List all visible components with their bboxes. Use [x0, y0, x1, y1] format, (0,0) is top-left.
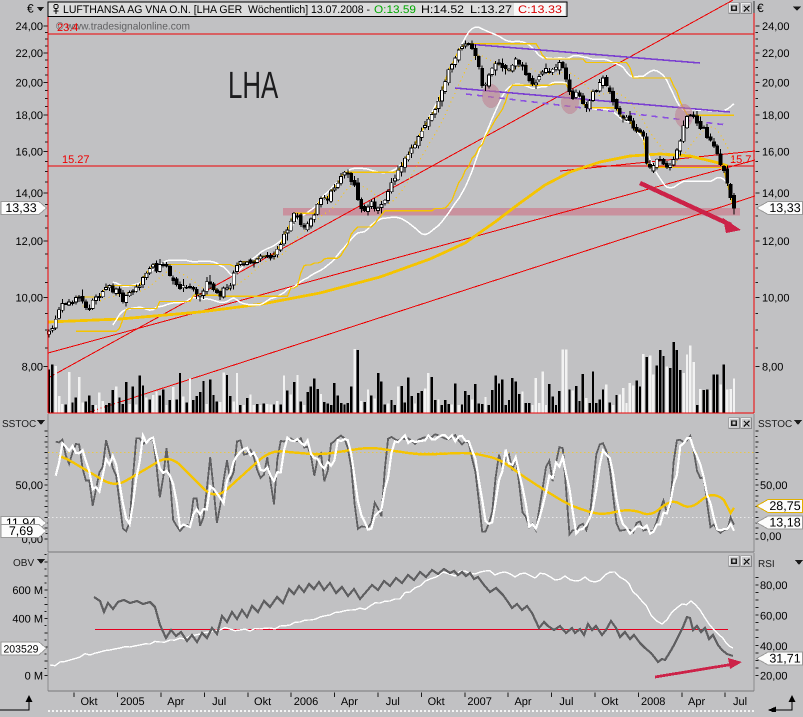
- svg-text:SSTOC: SSTOC: [758, 419, 792, 430]
- svg-text:18,00: 18,00: [15, 110, 43, 122]
- svg-text:2005: 2005: [120, 696, 144, 708]
- svg-text:© www.tradesignalonline.com: © www.tradesignalonline.com: [56, 21, 190, 33]
- svg-text:14,00: 14,00: [762, 188, 790, 200]
- svg-text:Okt: Okt: [601, 696, 618, 708]
- svg-text:2008: 2008: [641, 696, 665, 708]
- svg-text:2006: 2006: [294, 696, 318, 708]
- svg-text:24,00: 24,00: [762, 21, 790, 33]
- svg-text:Jul: Jul: [559, 696, 573, 708]
- svg-text:Apr: Apr: [514, 696, 531, 708]
- svg-text:Jul: Jul: [386, 696, 400, 708]
- svg-text:203529: 203529: [3, 644, 38, 656]
- svg-text:13,18: 13,18: [769, 516, 800, 530]
- svg-text:Okt: Okt: [254, 696, 271, 708]
- svg-text:12,00: 12,00: [762, 236, 790, 248]
- svg-text:Apr: Apr: [341, 696, 358, 708]
- svg-text:O:13.59: O:13.59: [374, 4, 416, 16]
- svg-text:7,69: 7,69: [9, 524, 33, 538]
- svg-text:€: €: [27, 2, 34, 16]
- svg-text:0,00: 0,00: [760, 531, 781, 543]
- svg-text:14,00: 14,00: [15, 188, 43, 200]
- svg-text:15.7: 15.7: [730, 154, 751, 166]
- svg-text:Apr: Apr: [688, 696, 705, 708]
- svg-text:12,00: 12,00: [15, 236, 43, 248]
- svg-text:10,00: 10,00: [15, 292, 43, 304]
- svg-text:€: €: [757, 1, 764, 15]
- svg-text:400 M: 400 M: [12, 614, 43, 626]
- svg-text:24,00: 24,00: [15, 21, 43, 33]
- svg-text:600 M: 600 M: [12, 585, 43, 597]
- svg-text:10,00: 10,00: [762, 292, 790, 304]
- svg-text:0 M: 0 M: [25, 670, 43, 682]
- svg-text:60,00: 60,00: [760, 611, 788, 623]
- svg-text:50,00: 50,00: [760, 480, 788, 492]
- svg-text:8,00: 8,00: [22, 362, 43, 374]
- svg-text:Apr: Apr: [167, 696, 184, 708]
- svg-text:28,75: 28,75: [769, 499, 800, 513]
- svg-text:SSTOC: SSTOC: [2, 419, 36, 430]
- svg-text:Jul: Jul: [733, 696, 747, 708]
- svg-text:H:14.52: H:14.52: [421, 4, 464, 16]
- svg-text:23.4: 23.4: [57, 22, 78, 34]
- svg-text:20,00: 20,00: [760, 670, 788, 682]
- svg-text:16,00: 16,00: [762, 147, 790, 159]
- svg-text:OBV: OBV: [13, 558, 34, 569]
- svg-text:22,00: 22,00: [15, 48, 43, 60]
- svg-text:Okt: Okt: [80, 696, 97, 708]
- svg-text:L:13.27: L:13.27: [470, 4, 512, 16]
- svg-text:8,00: 8,00: [762, 362, 783, 374]
- svg-text:Jul: Jul: [212, 696, 226, 708]
- svg-text:20,00: 20,00: [762, 78, 790, 90]
- svg-text:Okt: Okt: [428, 696, 445, 708]
- svg-text:15.27: 15.27: [62, 154, 90, 166]
- svg-text:18,00: 18,00: [762, 110, 790, 122]
- svg-text:22,00: 22,00: [762, 48, 790, 60]
- svg-text:20,00: 20,00: [15, 78, 43, 90]
- svg-text:C:13.33: C:13.33: [518, 4, 562, 16]
- svg-text:80,00: 80,00: [760, 580, 788, 592]
- svg-text:LUFTHANSA AG VNA O.N. [LHA GER: LUFTHANSA AG VNA O.N. [LHA GER Wöchentli…: [63, 4, 370, 16]
- svg-text:50,00: 50,00: [15, 480, 43, 492]
- svg-text:31,71: 31,71: [769, 652, 800, 666]
- svg-text:16,00: 16,00: [15, 147, 43, 159]
- svg-text:RSI: RSI: [758, 559, 775, 570]
- svg-text:LHA: LHA: [228, 65, 279, 107]
- svg-text:13,33: 13,33: [769, 201, 800, 215]
- svg-text:13,33: 13,33: [5, 201, 36, 215]
- svg-text:40,00: 40,00: [760, 641, 788, 653]
- svg-text:2007: 2007: [467, 696, 491, 708]
